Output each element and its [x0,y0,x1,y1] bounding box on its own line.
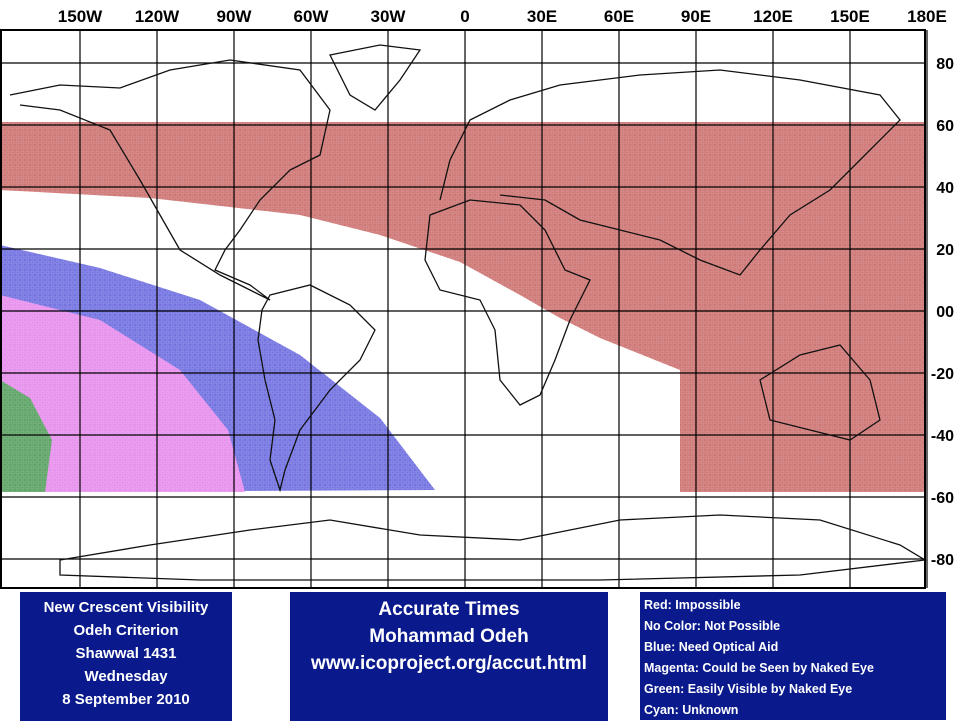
longitude-label: 30W [371,7,407,26]
map-frame [0,29,926,589]
info-line: Odeh Criterion [73,622,179,639]
latitude-label: 20 [936,242,954,259]
longitude-label: 180E [907,7,947,26]
latitude-label: 60 [936,118,954,135]
latitude-label: 40 [936,180,954,197]
latitude-label: -20 [931,366,954,383]
latitude-label: -40 [931,428,954,445]
coast-australia [759,344,881,441]
longitude-label: 150E [830,7,870,26]
coast-antarctica [59,514,927,581]
coast-eurasia [439,69,901,276]
author-line: Accurate Times [378,599,520,620]
longitude-label: 30E [527,7,557,26]
info-line: New Crescent Visibility [43,599,209,616]
author-line: Mohammad Odeh [369,626,529,647]
latitude-label: 00 [936,304,954,321]
longitude-label: 60W [294,7,330,26]
zone-texture [0,122,925,492]
longitude-label: 0 [460,7,469,26]
coast-greenland [329,44,422,111]
grid [1,30,928,588]
zones [0,122,925,492]
info-line: Wednesday [84,668,168,685]
longitude-label: 150W [58,7,103,26]
info-line: Shawwal 1431 [75,645,177,662]
longitude-label: 90E [681,7,711,26]
coast-north-america [9,59,331,301]
legend-item: Green: Easily Visible by Naked Eye [644,682,853,696]
legend-item: No Color: Not Possible [644,619,781,633]
legend-box: Red: Impossible No Color: Not Possible Blu… [640,592,946,720]
latitude-label: 80 [936,56,954,73]
coast-south-america [257,284,376,493]
legend-item: Blue: Need Optical Aid [644,640,779,654]
coast-africa [424,199,591,406]
info-box: New Crescent Visibility Odeh Criterion Sha… [20,592,232,721]
latitude-label: -80 [931,552,954,569]
latitude-label: -60 [931,490,954,507]
legend-item: Magenta: Could be Seen by Naked Eye [644,661,874,675]
longitude-label: 90W [217,7,253,26]
info-line: 8 September 2010 [62,691,190,708]
author-line: www.icoproject.org/accut.html [311,653,587,674]
longitude-label: 120E [753,7,793,26]
legend-item: Cyan: Unknown [644,703,739,717]
coastlines [9,44,927,581]
longitude-label: 60E [604,7,634,26]
author-box: Accurate Times Mohammad Odeh www.icoprojec… [290,592,608,721]
longitude-label: 120W [135,7,180,26]
legend-item: Red: Impossible [644,598,741,612]
visibility-map: 150W 120W 90W 60W 30W 0 30E 60E 90E 120E 150E 180E 8… [0,7,954,589]
